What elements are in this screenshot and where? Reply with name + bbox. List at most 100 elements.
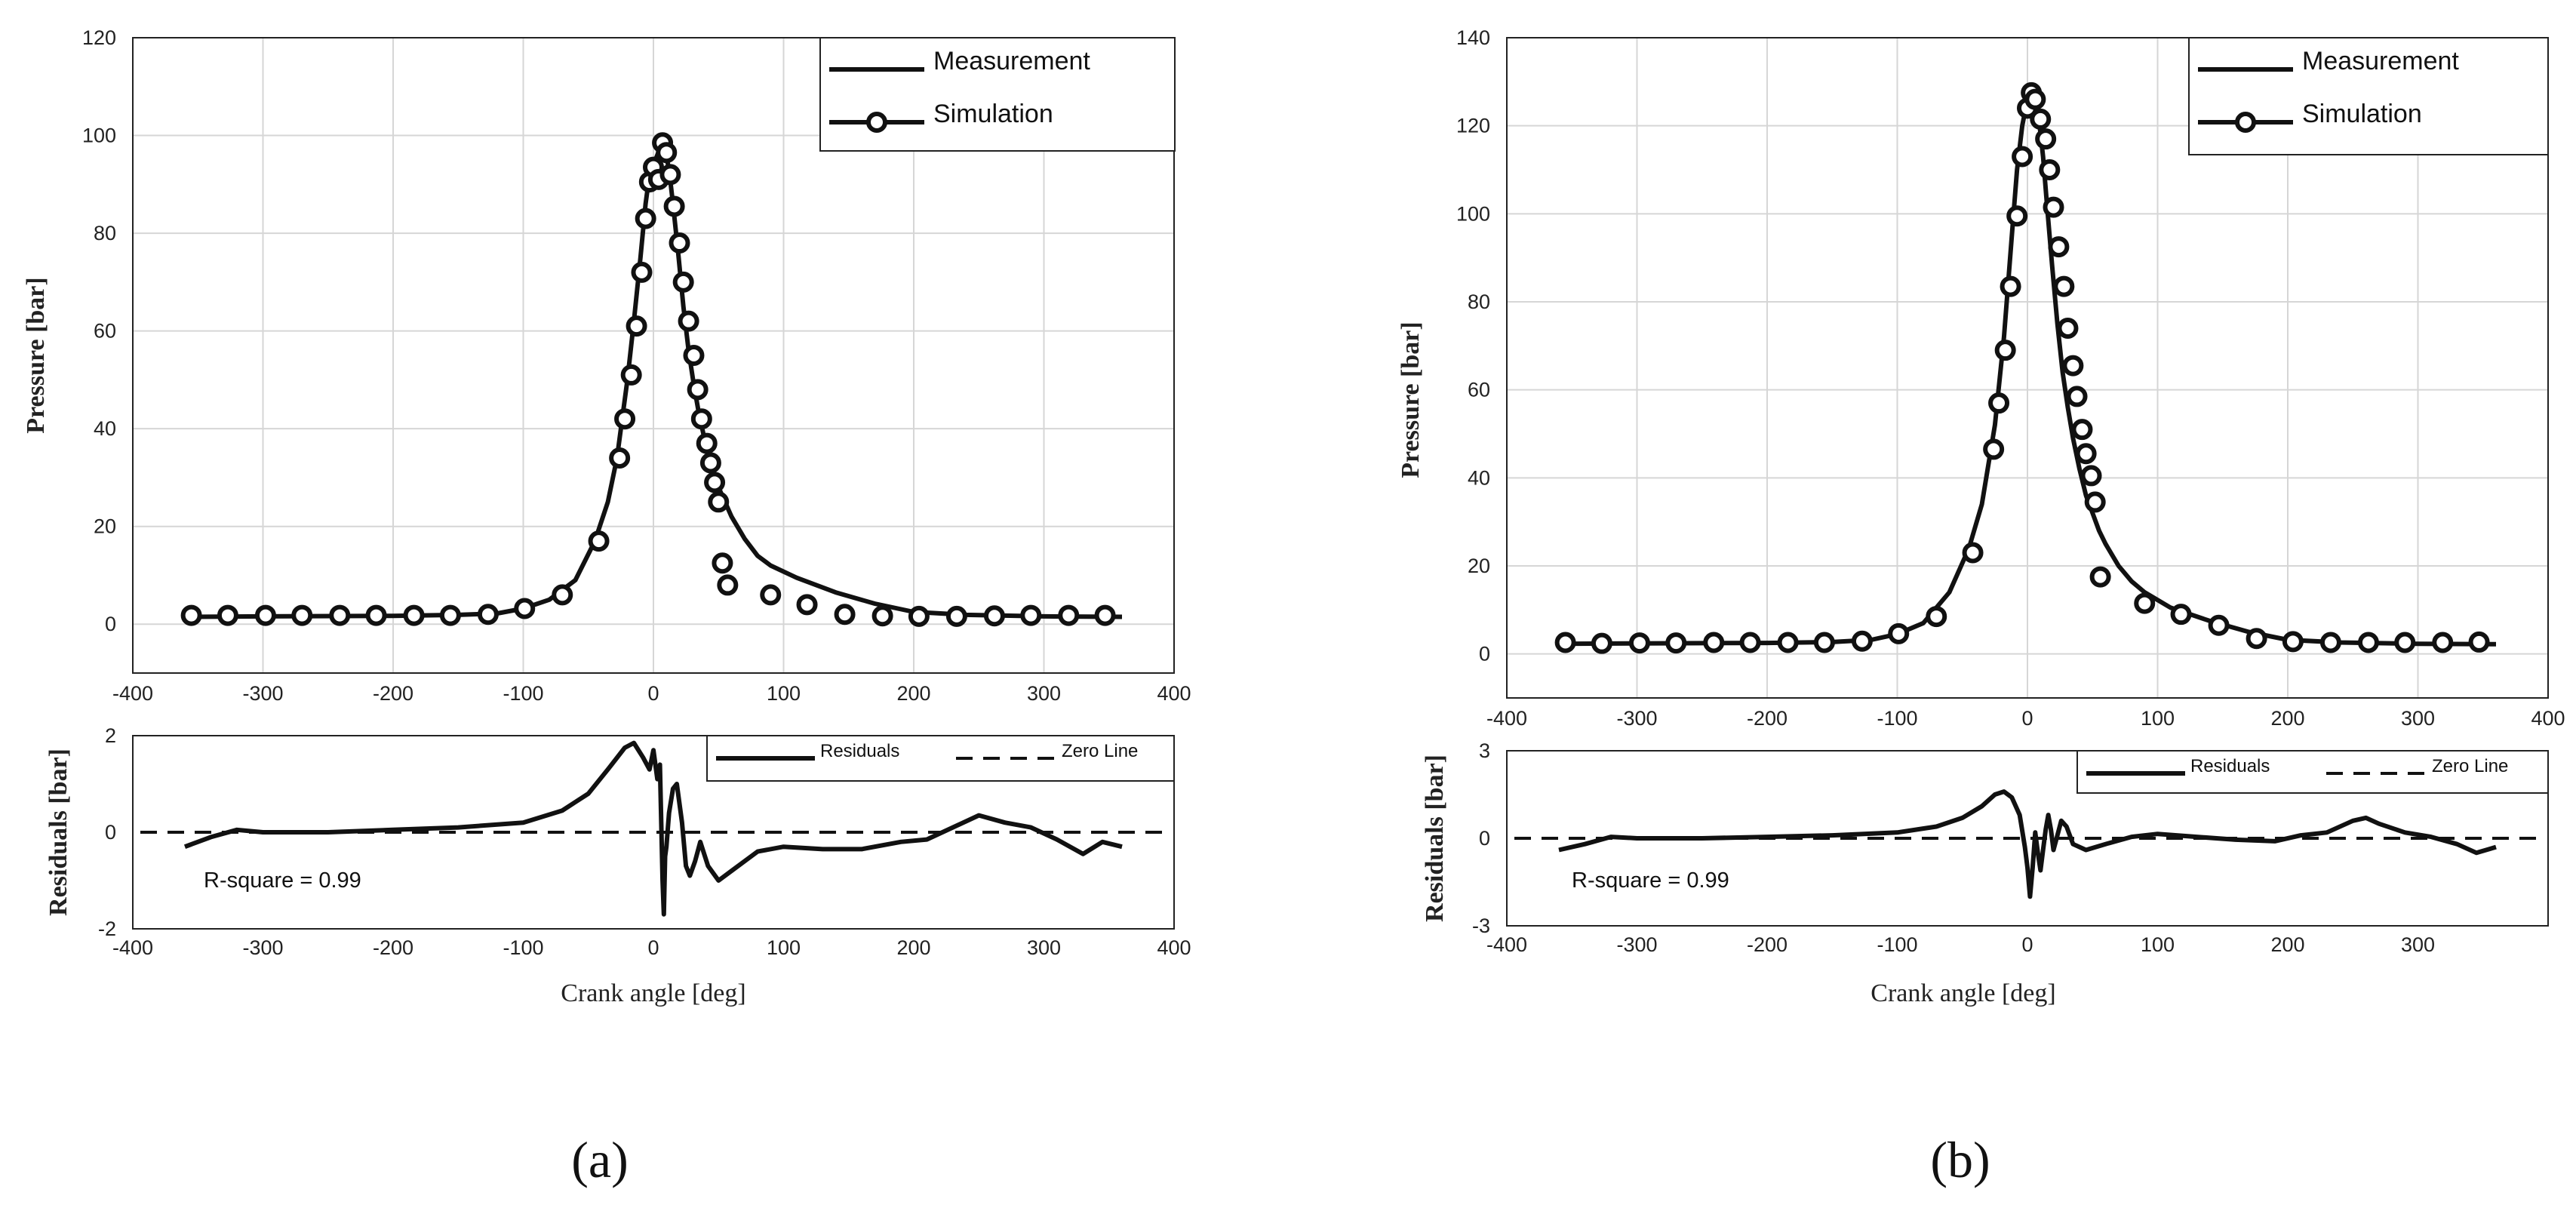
simulation-marker	[1554, 632, 1576, 653]
simulation-marker	[1988, 392, 2010, 414]
simulation-marker	[2357, 632, 2379, 653]
simulation-marker	[2075, 443, 2097, 465]
simulation-marker	[2006, 205, 2028, 227]
x-tick-label: 0	[647, 682, 659, 705]
x-tick-label: 200	[2270, 707, 2304, 730]
simulation-marker	[2043, 196, 2064, 218]
x-tick-label: -400	[112, 682, 153, 705]
simulation-marker	[2057, 318, 2079, 339]
residual-x-tick-label: -400	[112, 936, 153, 959]
measurement-line	[184, 143, 1123, 619]
simulation-marker	[2084, 491, 2106, 513]
y-tick-label: 80	[1468, 290, 1490, 313]
simulation-marker	[1813, 632, 1835, 653]
simulation-marker	[1777, 632, 1799, 653]
x-tick-label: 100	[2141, 707, 2175, 730]
y-tick-label: 0	[105, 613, 116, 635]
x-tick-label: -100	[503, 682, 543, 705]
simulation-marker	[180, 604, 202, 626]
simulation-marker	[635, 207, 656, 229]
residual-x-tick-label: -300	[242, 936, 283, 959]
x-tick-label: -300	[242, 682, 283, 705]
residual-x-tick-label: -300	[1616, 933, 1657, 956]
y-tick-label: 20	[94, 515, 116, 538]
simulation-marker	[620, 364, 642, 386]
simulation-marker	[1094, 604, 1116, 626]
legend-simulation-marker	[2235, 112, 2256, 133]
y-tick-label: 80	[94, 222, 116, 244]
simulation-marker	[291, 604, 313, 626]
x-tick-label: -200	[373, 682, 413, 705]
panel-label-b: (b)	[1930, 1131, 1990, 1188]
simulation-marker	[552, 584, 573, 606]
simulation-marker	[908, 605, 930, 627]
simulation-marker	[365, 604, 387, 626]
residual-y-tick-label: 0	[105, 821, 116, 844]
simulation-marker	[2066, 386, 2088, 407]
simulation-marker	[403, 604, 425, 626]
x-tick-label: -200	[1747, 707, 1788, 730]
simulation-marker	[2035, 128, 2057, 150]
pressure-y-axis-label: Pressure [bar]	[22, 277, 50, 433]
residual-x-tick-label: 300	[1027, 936, 1061, 959]
r-square-annotation: R-square = 0.99	[204, 868, 361, 893]
residual-x-tick-label: -100	[503, 936, 543, 959]
residual-x-tick-label: -200	[373, 936, 413, 959]
legend-zero-line-label: Zero Line	[1062, 741, 1138, 761]
simulation-marker	[2089, 566, 2111, 588]
simulation-marker	[687, 379, 709, 401]
simulation-marker	[588, 530, 610, 552]
simulation-marker	[1851, 630, 1873, 652]
x-tick-label: 0	[2021, 707, 2033, 730]
simulation-marker	[834, 604, 856, 626]
simulation-marker	[683, 345, 705, 366]
simulation-marker	[796, 594, 818, 616]
simulation-marker	[696, 432, 718, 454]
simulation-marker	[1962, 542, 1984, 564]
simulation-marker	[1926, 606, 1947, 628]
plot-frame	[132, 37, 1175, 674]
y-tick-label: 120	[1456, 115, 1490, 137]
y-tick-label: 60	[94, 320, 116, 343]
simulation-marker	[2394, 632, 2416, 653]
x-tick-label: 400	[1157, 682, 1191, 705]
simulation-marker	[678, 310, 699, 332]
simulation-marker	[2080, 465, 2102, 487]
y-tick-label: 0	[1479, 643, 1490, 665]
legend-simulation-marker	[866, 112, 887, 133]
simulation-marker	[2048, 236, 2070, 258]
simulation-marker	[2039, 159, 2061, 180]
simulation-marker	[704, 472, 726, 493]
simulation-marker	[712, 552, 733, 574]
legend-residuals-label: Residuals	[820, 741, 899, 761]
y-tick-label: 40	[1468, 466, 1490, 489]
simulation-marker	[1739, 632, 1761, 653]
simulation-marker	[672, 271, 694, 293]
simulation-marker	[2000, 275, 2021, 297]
simulation-marker	[1703, 632, 1725, 653]
simulation-marker	[871, 605, 893, 627]
residual-x-tick-label: -200	[1747, 933, 1788, 956]
simulation-marker	[614, 408, 636, 430]
simulation-marker	[2071, 419, 2093, 441]
x-tick-label: -100	[1877, 707, 1917, 730]
y-tick-label: 40	[94, 417, 116, 440]
residual-y-tick-label: 2	[105, 724, 116, 747]
simulation-marker	[1591, 632, 1612, 654]
x-tick-label: 200	[896, 682, 930, 705]
x-tick-label: 300	[1027, 682, 1061, 705]
simulation-marker	[2282, 631, 2304, 653]
simulation-marker	[217, 604, 238, 626]
residual-frame	[1506, 750, 2549, 927]
plot-frame	[1506, 37, 2549, 699]
simulation-marker	[1888, 622, 1910, 644]
simulation-marker	[1994, 340, 2016, 361]
simulation-marker	[631, 261, 653, 283]
residual-x-tick-label: 0	[2021, 933, 2033, 956]
x-axis-label: Crank angle [deg]	[561, 979, 745, 1007]
simulation-marker	[2012, 146, 2033, 168]
residual-y-axis-label: Residuals [bar]	[45, 748, 72, 916]
simulation-marker	[329, 604, 351, 626]
simulation-marker	[626, 315, 647, 337]
